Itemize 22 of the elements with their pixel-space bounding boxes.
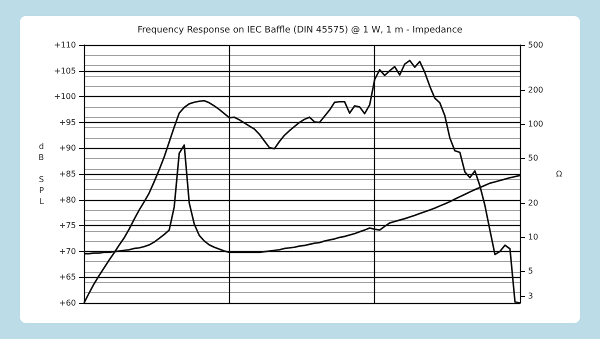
- y-tick-label: +85: [59, 170, 76, 178]
- y-tick-label: +95: [59, 118, 76, 127]
- y2-tick-label: 10: [528, 232, 538, 242]
- chart-title: Frequency Response on IEC Baffle (DIN 45575) @ 1 W, 1 m - Impedance: [138, 26, 463, 36]
- y-tick-label: +60: [59, 298, 76, 308]
- text: dB SPL: [38, 142, 44, 206]
- y2-tick-label: 3: [528, 291, 534, 300]
- y-tick-label: +90: [59, 144, 76, 153]
- y2-tick-label: 500: [528, 40, 544, 50]
- y-tick-label: +80: [59, 195, 76, 204]
- y-tick-label: +65: [59, 272, 76, 282]
- y-tick-label: +105: [54, 66, 76, 76]
- y2-tick-label: 50: [528, 153, 538, 162]
- y-tick-label: +100: [54, 92, 76, 102]
- y-tick-label: +75: [59, 221, 76, 230]
- y2-tick-label: 20: [528, 198, 538, 208]
- y-tick-label: +110: [54, 40, 76, 50]
- y2-tick-label: 5: [528, 266, 534, 276]
- y2-tick-label: 100: [528, 119, 544, 128]
- y2-tick-label: 200: [528, 85, 544, 94]
- y-tick-label: +70: [59, 246, 76, 256]
- y2-axis-title: Ω: [556, 170, 562, 178]
